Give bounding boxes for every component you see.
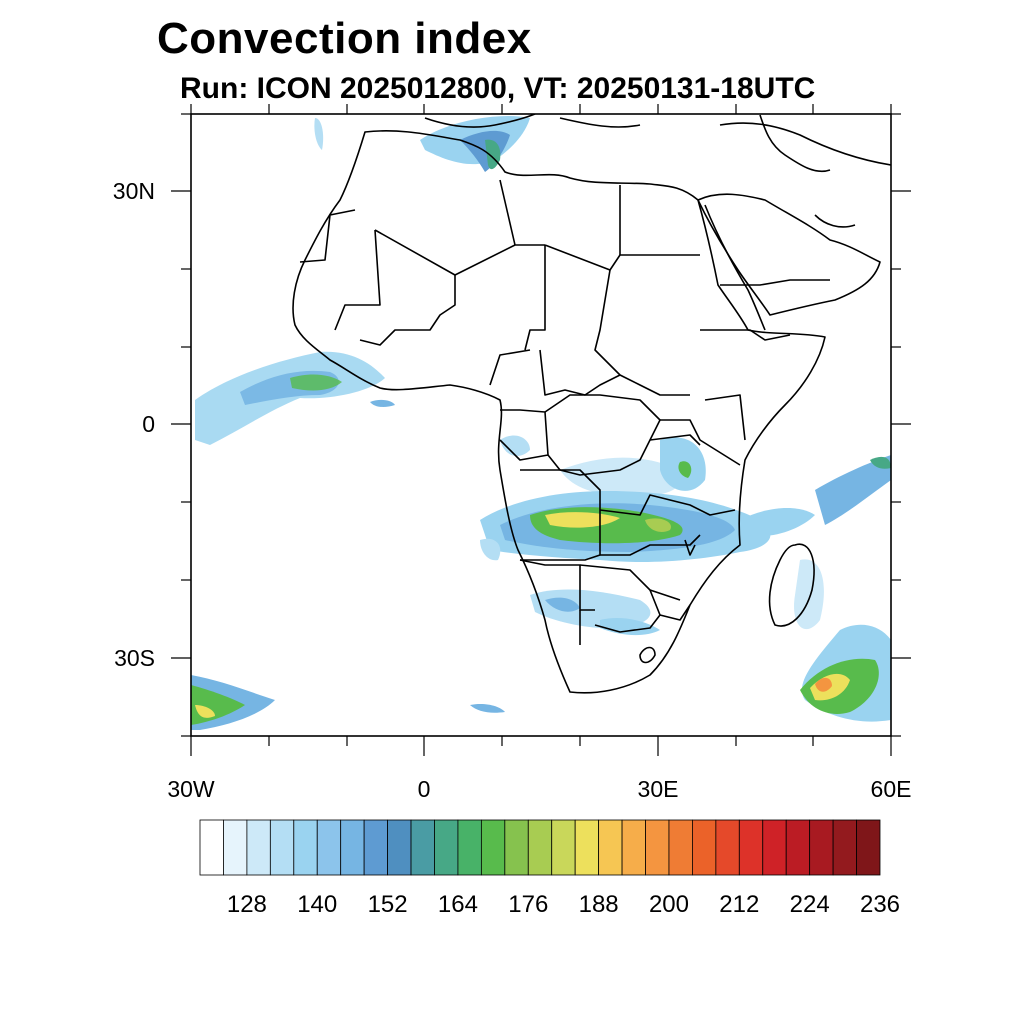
colorbar-swatch [410, 819, 435, 876]
colorbar-swatch [692, 819, 717, 876]
colorbar-label: 224 [790, 891, 830, 918]
colorbar-swatch [387, 819, 412, 876]
chart-subtitle: Run: ICON 2025012800, VT: 20250131-18UTC [180, 72, 816, 105]
colorbar-label: 200 [649, 891, 689, 918]
lat-label-30n: 30N [113, 178, 155, 204]
colorbar-label: 140 [297, 891, 337, 918]
colorbar-swatch [223, 819, 248, 876]
map-frame [190, 113, 892, 737]
colorbar-swatch [738, 819, 764, 876]
colorbar-swatch [668, 819, 693, 876]
colorbar [199, 819, 881, 876]
lon-label-60e: 60E [871, 776, 912, 802]
colorbar-label: 188 [579, 891, 619, 918]
colorbar-swatch [715, 819, 740, 876]
colorbar-swatch [527, 819, 553, 876]
colorbar-swatch [434, 819, 459, 876]
colorbar-label: 176 [508, 891, 548, 918]
colorbar-swatch [246, 819, 271, 876]
lon-label-0: 0 [418, 776, 431, 802]
colorbar-label: 152 [368, 891, 408, 918]
axis-ticks [171, 104, 911, 756]
colorbar-label: 236 [860, 891, 900, 918]
colorbar-swatch [363, 819, 388, 876]
colorbar-swatch [504, 819, 529, 876]
colorbar-swatch [199, 819, 224, 876]
colorbar-swatch [645, 819, 670, 876]
colorbar-swatch [293, 819, 318, 876]
lat-label-0: 0 [142, 411, 155, 437]
colorbar-swatch [856, 819, 881, 876]
lon-label-30e: 30E [638, 776, 679, 802]
colorbar-swatch [457, 819, 482, 876]
colorbar-swatch [621, 819, 646, 876]
coastlines [292, 114, 891, 694]
colorbar-label: 212 [719, 891, 759, 918]
chart-title: Convection index [157, 14, 532, 63]
colorbar-swatch [340, 819, 365, 876]
colorbar-swatch [598, 819, 623, 876]
colorbar-swatch [316, 819, 342, 876]
colorbar-swatch [480, 819, 506, 876]
colorbar-label: 128 [227, 891, 267, 918]
lat-label-30s: 30S [114, 645, 155, 671]
lon-label-30w: 30W [167, 776, 215, 802]
colorbar-swatch [762, 819, 787, 876]
colorbar-swatch [551, 819, 576, 876]
colorbar-label: 164 [438, 891, 478, 918]
colorbar-swatch [574, 819, 600, 876]
colorbar-swatch [832, 819, 857, 876]
colorbar-swatch [809, 819, 834, 876]
map-area [191, 114, 891, 730]
convection-shading [191, 116, 891, 730]
colorbar-swatch [269, 819, 295, 876]
colorbar-swatch [785, 819, 811, 876]
colorbar-labels: 128 140 152 164 176 188 200 212 224 236 [227, 891, 900, 918]
